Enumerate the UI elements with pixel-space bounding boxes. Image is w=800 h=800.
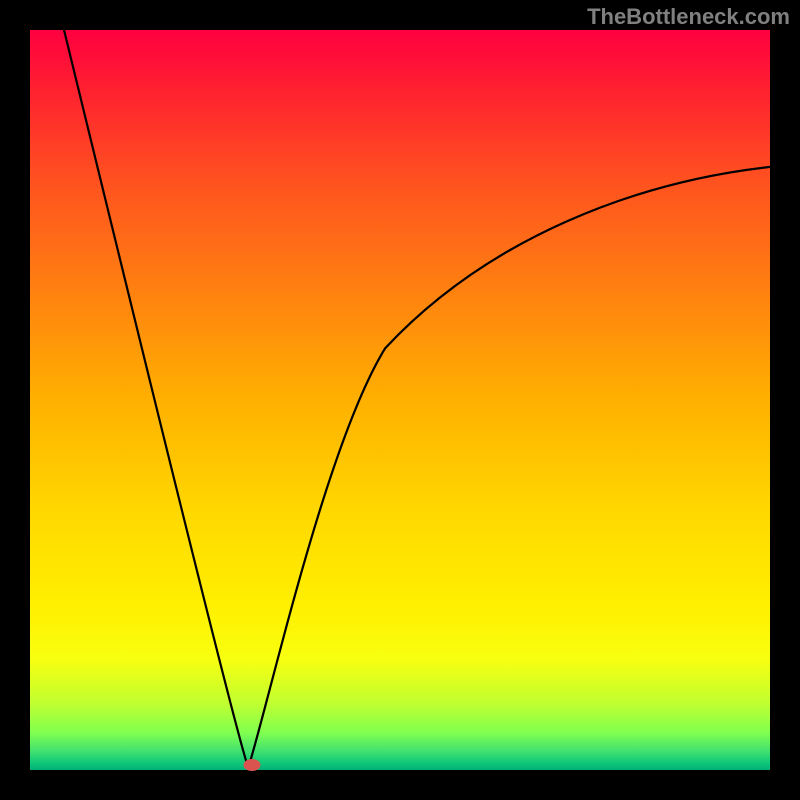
optimal-point-marker	[244, 759, 261, 771]
chart-container: { "watermark": { "text": "TheBottleneck.…	[0, 0, 800, 800]
bottleneck-curve	[0, 0, 800, 800]
watermark-text: TheBottleneck.com	[587, 4, 790, 30]
curve-path	[64, 30, 770, 768]
